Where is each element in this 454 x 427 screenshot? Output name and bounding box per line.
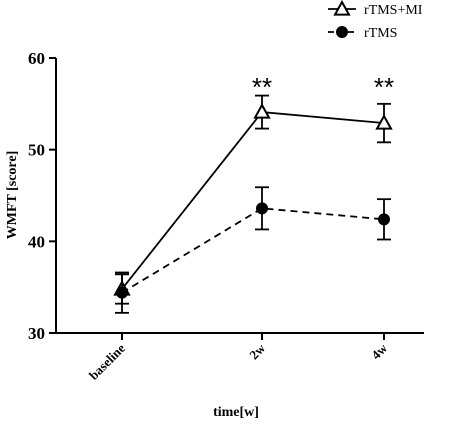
y-tick-label: 40 [28, 232, 45, 251]
x-tick-label: 2w [246, 340, 268, 362]
x-axis: baseline 2w 4w [56, 332, 424, 383]
x-axis-label: time[w] [213, 405, 259, 420]
x-tick-label: baseline [86, 340, 128, 382]
data-point [253, 103, 271, 119]
significance-marker: ** [374, 72, 394, 102]
y-tick-label: 50 [28, 141, 45, 160]
legend-label: rTMS [364, 26, 397, 41]
legend-entry: rTMS [328, 26, 397, 41]
data-point [375, 114, 393, 130]
legend-label: rTMS+MI [364, 3, 423, 18]
series-line [121, 111, 385, 290]
x-tick-label: 4w [368, 340, 390, 362]
series-rtms [115, 186, 391, 314]
y-tick-label: 60 [28, 49, 45, 68]
legend: rTMS+MI rTMS [328, 0, 423, 41]
y-tick-label: 30 [28, 324, 45, 343]
significance-marker: ** [252, 72, 272, 102]
series-line [121, 207, 385, 294]
y-axis: 30 40 50 60 [28, 49, 57, 343]
data-point [378, 213, 390, 226]
legend-marker [336, 26, 348, 38]
y-axis-label: WMFT [score] [5, 151, 20, 240]
legend-entry: rTMS+MI [328, 0, 423, 18]
annotation-layer: ** ** [252, 72, 394, 102]
legend-marker [333, 0, 351, 16]
data-point [256, 202, 268, 215]
data-point [116, 286, 128, 299]
series-layer [113, 94, 393, 314]
